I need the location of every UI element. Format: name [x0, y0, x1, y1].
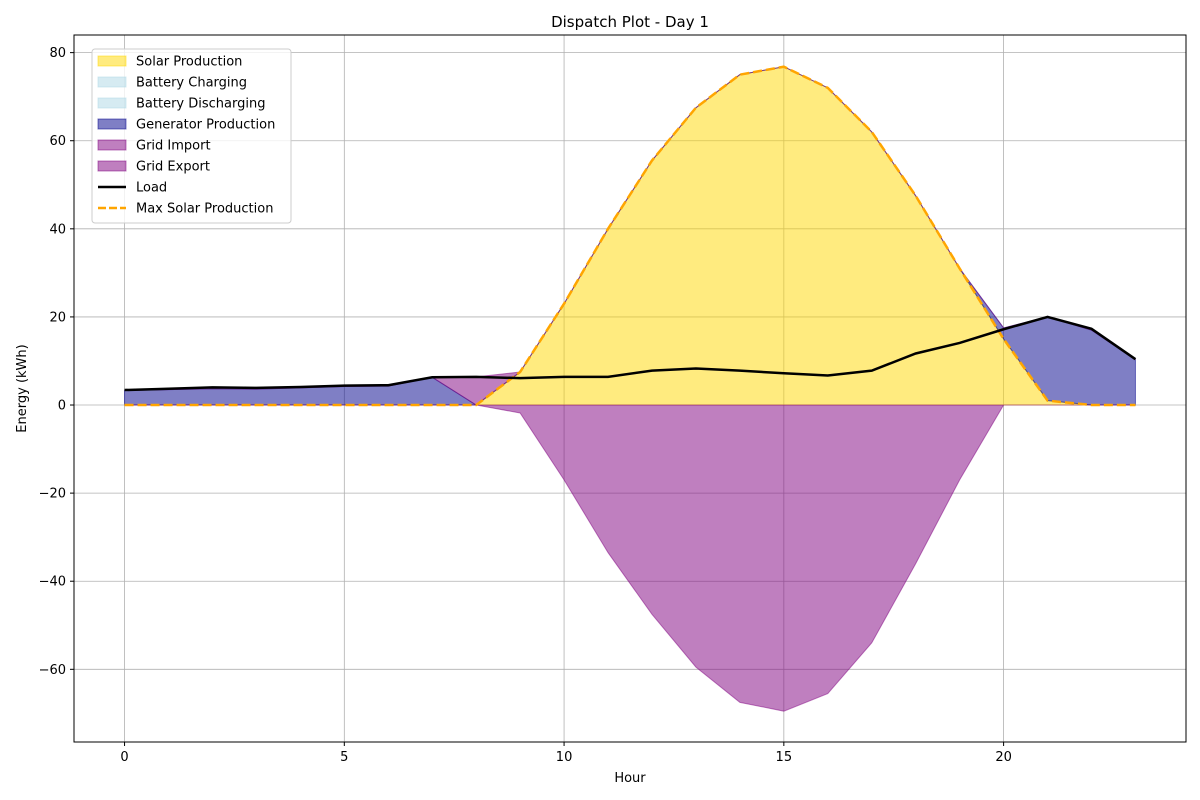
legend-swatch — [97, 160, 127, 172]
plot-frame — [73, 34, 1187, 743]
x-tick-label: 15 — [776, 750, 793, 765]
legend-swatch — [97, 139, 127, 151]
x-tick-label: 20 — [995, 750, 1012, 765]
x-tick-label: 0 — [120, 750, 128, 765]
x-tick-label: 10 — [556, 750, 573, 765]
legend-label: Battery Charging — [136, 76, 247, 91]
legend-label: Grid Export — [136, 160, 210, 175]
y-tick-label: 80 — [49, 46, 66, 61]
legend-label: Generator Production — [136, 118, 275, 133]
legend-label: Battery Discharging — [136, 97, 265, 112]
y-tick-label: 0 — [58, 399, 66, 414]
x-axis-label: Hour — [614, 771, 646, 786]
y-tick-label: −60 — [39, 663, 66, 678]
y-tick-label: −20 — [39, 487, 66, 502]
legend-swatch — [97, 118, 127, 130]
y-tick-label: 20 — [49, 310, 66, 325]
load-line — [124, 315, 1137, 392]
y-tick-label: 40 — [49, 222, 66, 237]
x-tick-label: 5 — [340, 750, 348, 765]
legend-label: Solar Production — [136, 55, 242, 70]
y-axis-label: Energy (kWh) — [15, 344, 30, 432]
legend-swatch — [97, 97, 127, 109]
line-layer — [124, 65, 1137, 407]
legend-swatch — [97, 55, 127, 67]
legend-label: Grid Import — [136, 139, 211, 154]
grid-export-area — [124, 404, 1136, 712]
legend-label: Load — [136, 181, 167, 196]
max-solar-production-line — [124, 65, 1136, 407]
y-tick-label: −40 — [39, 575, 66, 590]
x-axis-ticks: 0 5 10 15 20 — [120, 742, 1012, 765]
legend-label: Max Solar Production — [136, 202, 273, 217]
legend-box — [91, 48, 292, 224]
legend-swatch — [97, 76, 127, 88]
chart-title: Dispatch Plot - Day 1 — [551, 13, 709, 31]
legend: Solar Production Battery Charging Battery … — [91, 48, 292, 224]
y-axis-ticks: −60 −40 −20 0 20 40 60 80 — [39, 46, 74, 678]
y-tick-label: 60 — [49, 134, 66, 149]
